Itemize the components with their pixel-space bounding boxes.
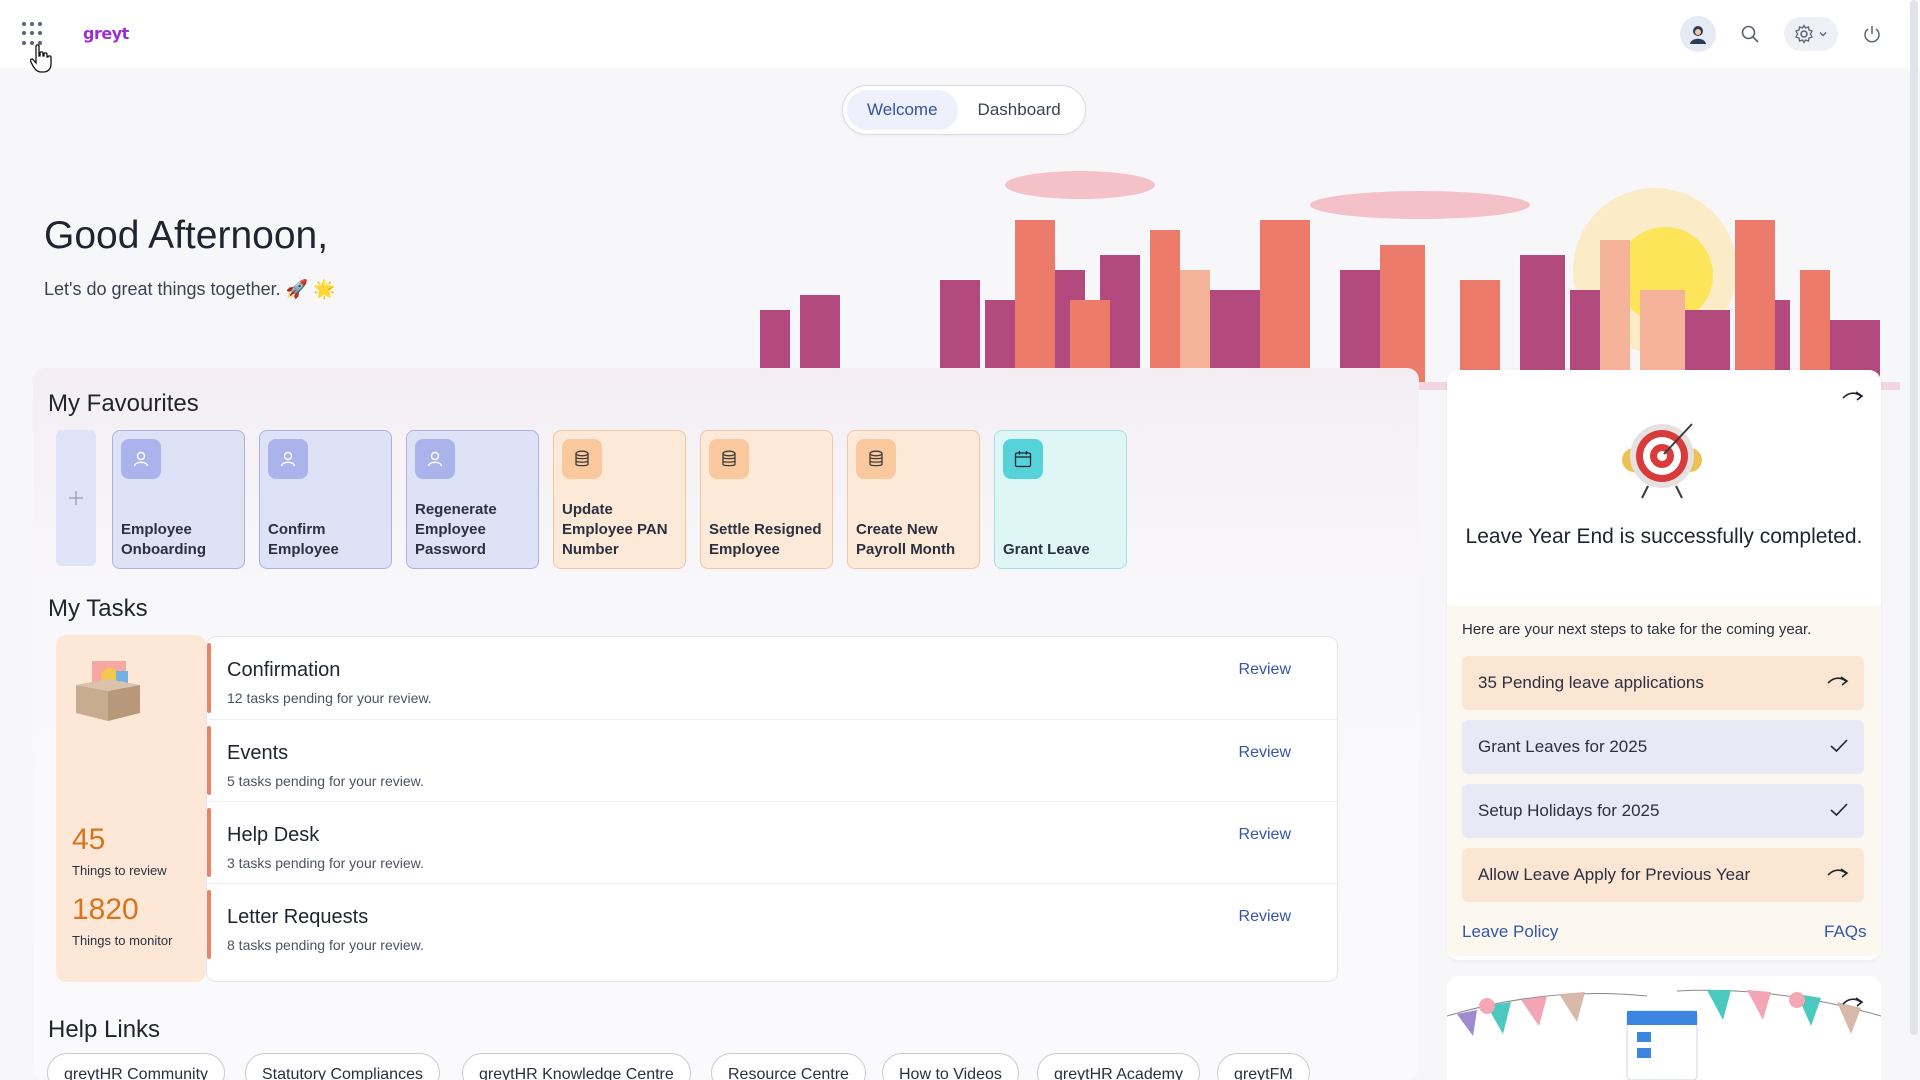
task-subtitle: 8 tasks pending for your review. — [227, 937, 424, 953]
mouse-cursor-icon — [30, 44, 52, 73]
task-title: Help Desk — [227, 824, 320, 846]
plus-icon — [69, 491, 83, 505]
review-count-label: Things to review — [72, 863, 167, 878]
help-link-resource-centre[interactable]: Resource Centre — [711, 1053, 866, 1080]
check-icon — [1830, 803, 1848, 817]
review-help-desk-button[interactable]: Review — [1238, 826, 1291, 843]
bunting-illustration — [1447, 989, 1881, 1080]
step-allow-leave-previous-year[interactable]: Allow Leave Apply for Previous Year — [1462, 848, 1864, 902]
help-link-greytfm[interactable]: greytFM — [1217, 1053, 1310, 1080]
favourite-label: Update Employee PAN Number — [562, 501, 668, 558]
monitor-count-label: Things to monitor — [72, 933, 173, 948]
task-row-help-desk: Help Desk 3 tasks pending for your revie… — [207, 801, 1337, 883]
favourite-update-pan[interactable]: Update Employee PAN Number — [553, 430, 686, 569]
step-label: Grant Leaves for 2025 — [1478, 737, 1648, 756]
avatar-icon — [1690, 26, 1706, 44]
favourite-confirm-employee[interactable]: Confirm Employee — [259, 430, 392, 569]
open-arrow-icon[interactable] — [1841, 994, 1865, 1014]
help-link-community[interactable]: greytHR Community — [47, 1053, 226, 1080]
step-pending-leave-applications[interactable]: 35 Pending leave applications — [1462, 656, 1864, 710]
tasks-list: Confirmation 12 tasks pending for your r… — [206, 636, 1338, 982]
leave-policy-link[interactable]: Leave Policy — [1462, 922, 1559, 941]
favourite-settle-resigned[interactable]: Settle Resigned Employee — [700, 430, 833, 569]
review-events-button[interactable]: Review — [1238, 744, 1291, 761]
celebration-card — [1447, 976, 1881, 1080]
task-title: Confirmation — [227, 659, 341, 681]
step-setup-holidays[interactable]: Setup Holidays for 2025 — [1462, 784, 1864, 838]
arrow-icon — [1827, 676, 1849, 686]
tasks-title: My Tasks — [48, 595, 148, 622]
tasks-summary-card: 45 Things to review 1820 Things to monit… — [56, 635, 206, 982]
help-link-statutory[interactable]: Statutory Compliances — [245, 1053, 440, 1080]
calendar-icon — [1003, 439, 1043, 479]
database-icon — [709, 439, 749, 479]
step-label: Setup Holidays for 2025 — [1478, 801, 1660, 820]
target-trophy-icon — [1622, 423, 1702, 499]
database-icon — [856, 439, 896, 479]
tab-welcome[interactable]: Welcome — [847, 90, 958, 130]
search-icon — [1741, 25, 1759, 43]
top-bar: greyt — [0, 0, 1920, 68]
database-icon — [562, 439, 602, 479]
tab-dashboard[interactable]: Dashboard — [977, 100, 1061, 119]
help-links-title: Help Links — [48, 1016, 161, 1043]
greeting-subtitle: Let's do great things together. 🚀 🌟 — [44, 279, 336, 299]
chevron-down-icon — [1819, 32, 1827, 37]
top-right-actions — [1680, 16, 1886, 52]
favourite-label: Confirm Employee — [268, 521, 339, 558]
step-label: Allow Leave Apply for Previous Year — [1478, 865, 1751, 884]
apps-grid-icon[interactable] — [22, 22, 46, 46]
avatar[interactable] — [1680, 16, 1716, 52]
step-grant-leaves[interactable]: Grant Leaves for 2025 — [1462, 720, 1864, 774]
task-box-icon — [76, 661, 140, 721]
brand-logo[interactable]: greyt — [83, 24, 129, 43]
arrow-icon — [1827, 868, 1849, 878]
favourite-label: Regenerate Employee Password — [415, 501, 497, 558]
leave-card-title: Leave Year End is successfully completed… — [1465, 525, 1863, 548]
task-subtitle: 3 tasks pending for your review. — [227, 855, 424, 871]
help-link-knowledge-centre[interactable]: greytHR Knowledge Centre — [462, 1053, 691, 1080]
page-scrollbar[interactable] — [1910, 0, 1918, 1035]
review-confirmation-button[interactable]: Review — [1238, 661, 1291, 678]
open-arrow-icon[interactable] — [1841, 388, 1865, 408]
user-icon — [415, 439, 455, 479]
settings-menu-button[interactable] — [1784, 17, 1838, 51]
help-link-academy[interactable]: greytHR Academy — [1037, 1053, 1200, 1080]
power-icon — [1864, 26, 1880, 43]
task-row-events: Events 5 tasks pending for your review. … — [207, 719, 1337, 801]
task-row-letter-requests: Letter Requests 8 tasks pending for your… — [207, 883, 1337, 965]
help-link-videos[interactable]: How to Videos — [882, 1053, 1019, 1080]
favourite-label: Grant Leave — [1003, 541, 1090, 558]
city-skyline-illustration — [740, 171, 1900, 390]
favourite-label: Settle Resigned Employee — [709, 521, 822, 558]
search-button[interactable] — [1736, 20, 1764, 48]
favourite-employee-onboarding[interactable]: Employee Onboarding — [112, 430, 245, 569]
task-subtitle: 12 tasks pending for your review. — [227, 690, 432, 706]
favourite-regenerate-password[interactable]: Regenerate Employee Password — [406, 430, 539, 569]
favourite-label: Create New Payroll Month — [856, 521, 956, 558]
gear-icon — [1795, 24, 1813, 44]
check-icon — [1830, 739, 1848, 753]
favourites-title: My Favourites — [48, 390, 199, 417]
monitor-count: 1820 — [72, 893, 139, 926]
task-title: Letter Requests — [227, 906, 369, 928]
user-icon — [121, 439, 161, 479]
review-letter-requests-button[interactable]: Review — [1238, 908, 1291, 925]
favourite-create-payroll-month[interactable]: Create New Payroll Month — [847, 430, 980, 569]
step-label: 35 Pending leave applications — [1478, 673, 1704, 692]
user-icon — [268, 439, 308, 479]
task-subtitle: 5 tasks pending for your review. — [227, 773, 424, 789]
greeting-title: Good Afternoon, — [44, 214, 329, 257]
faqs-link[interactable]: FAQs — [1824, 922, 1867, 941]
next-steps-intro: Here are your next steps to take for the… — [1462, 621, 1812, 638]
view-tab-switch: Welcome Dashboard — [842, 85, 1086, 135]
logout-button[interactable] — [1858, 20, 1886, 48]
task-row-confirmation: Confirmation 12 tasks pending for your r… — [207, 637, 1337, 719]
favourite-label: Employee Onboarding — [121, 521, 206, 558]
add-favourite-button[interactable] — [56, 430, 96, 566]
task-title: Events — [227, 742, 289, 764]
review-count: 45 — [72, 823, 106, 856]
favourite-grant-leave[interactable]: Grant Leave — [994, 430, 1127, 569]
